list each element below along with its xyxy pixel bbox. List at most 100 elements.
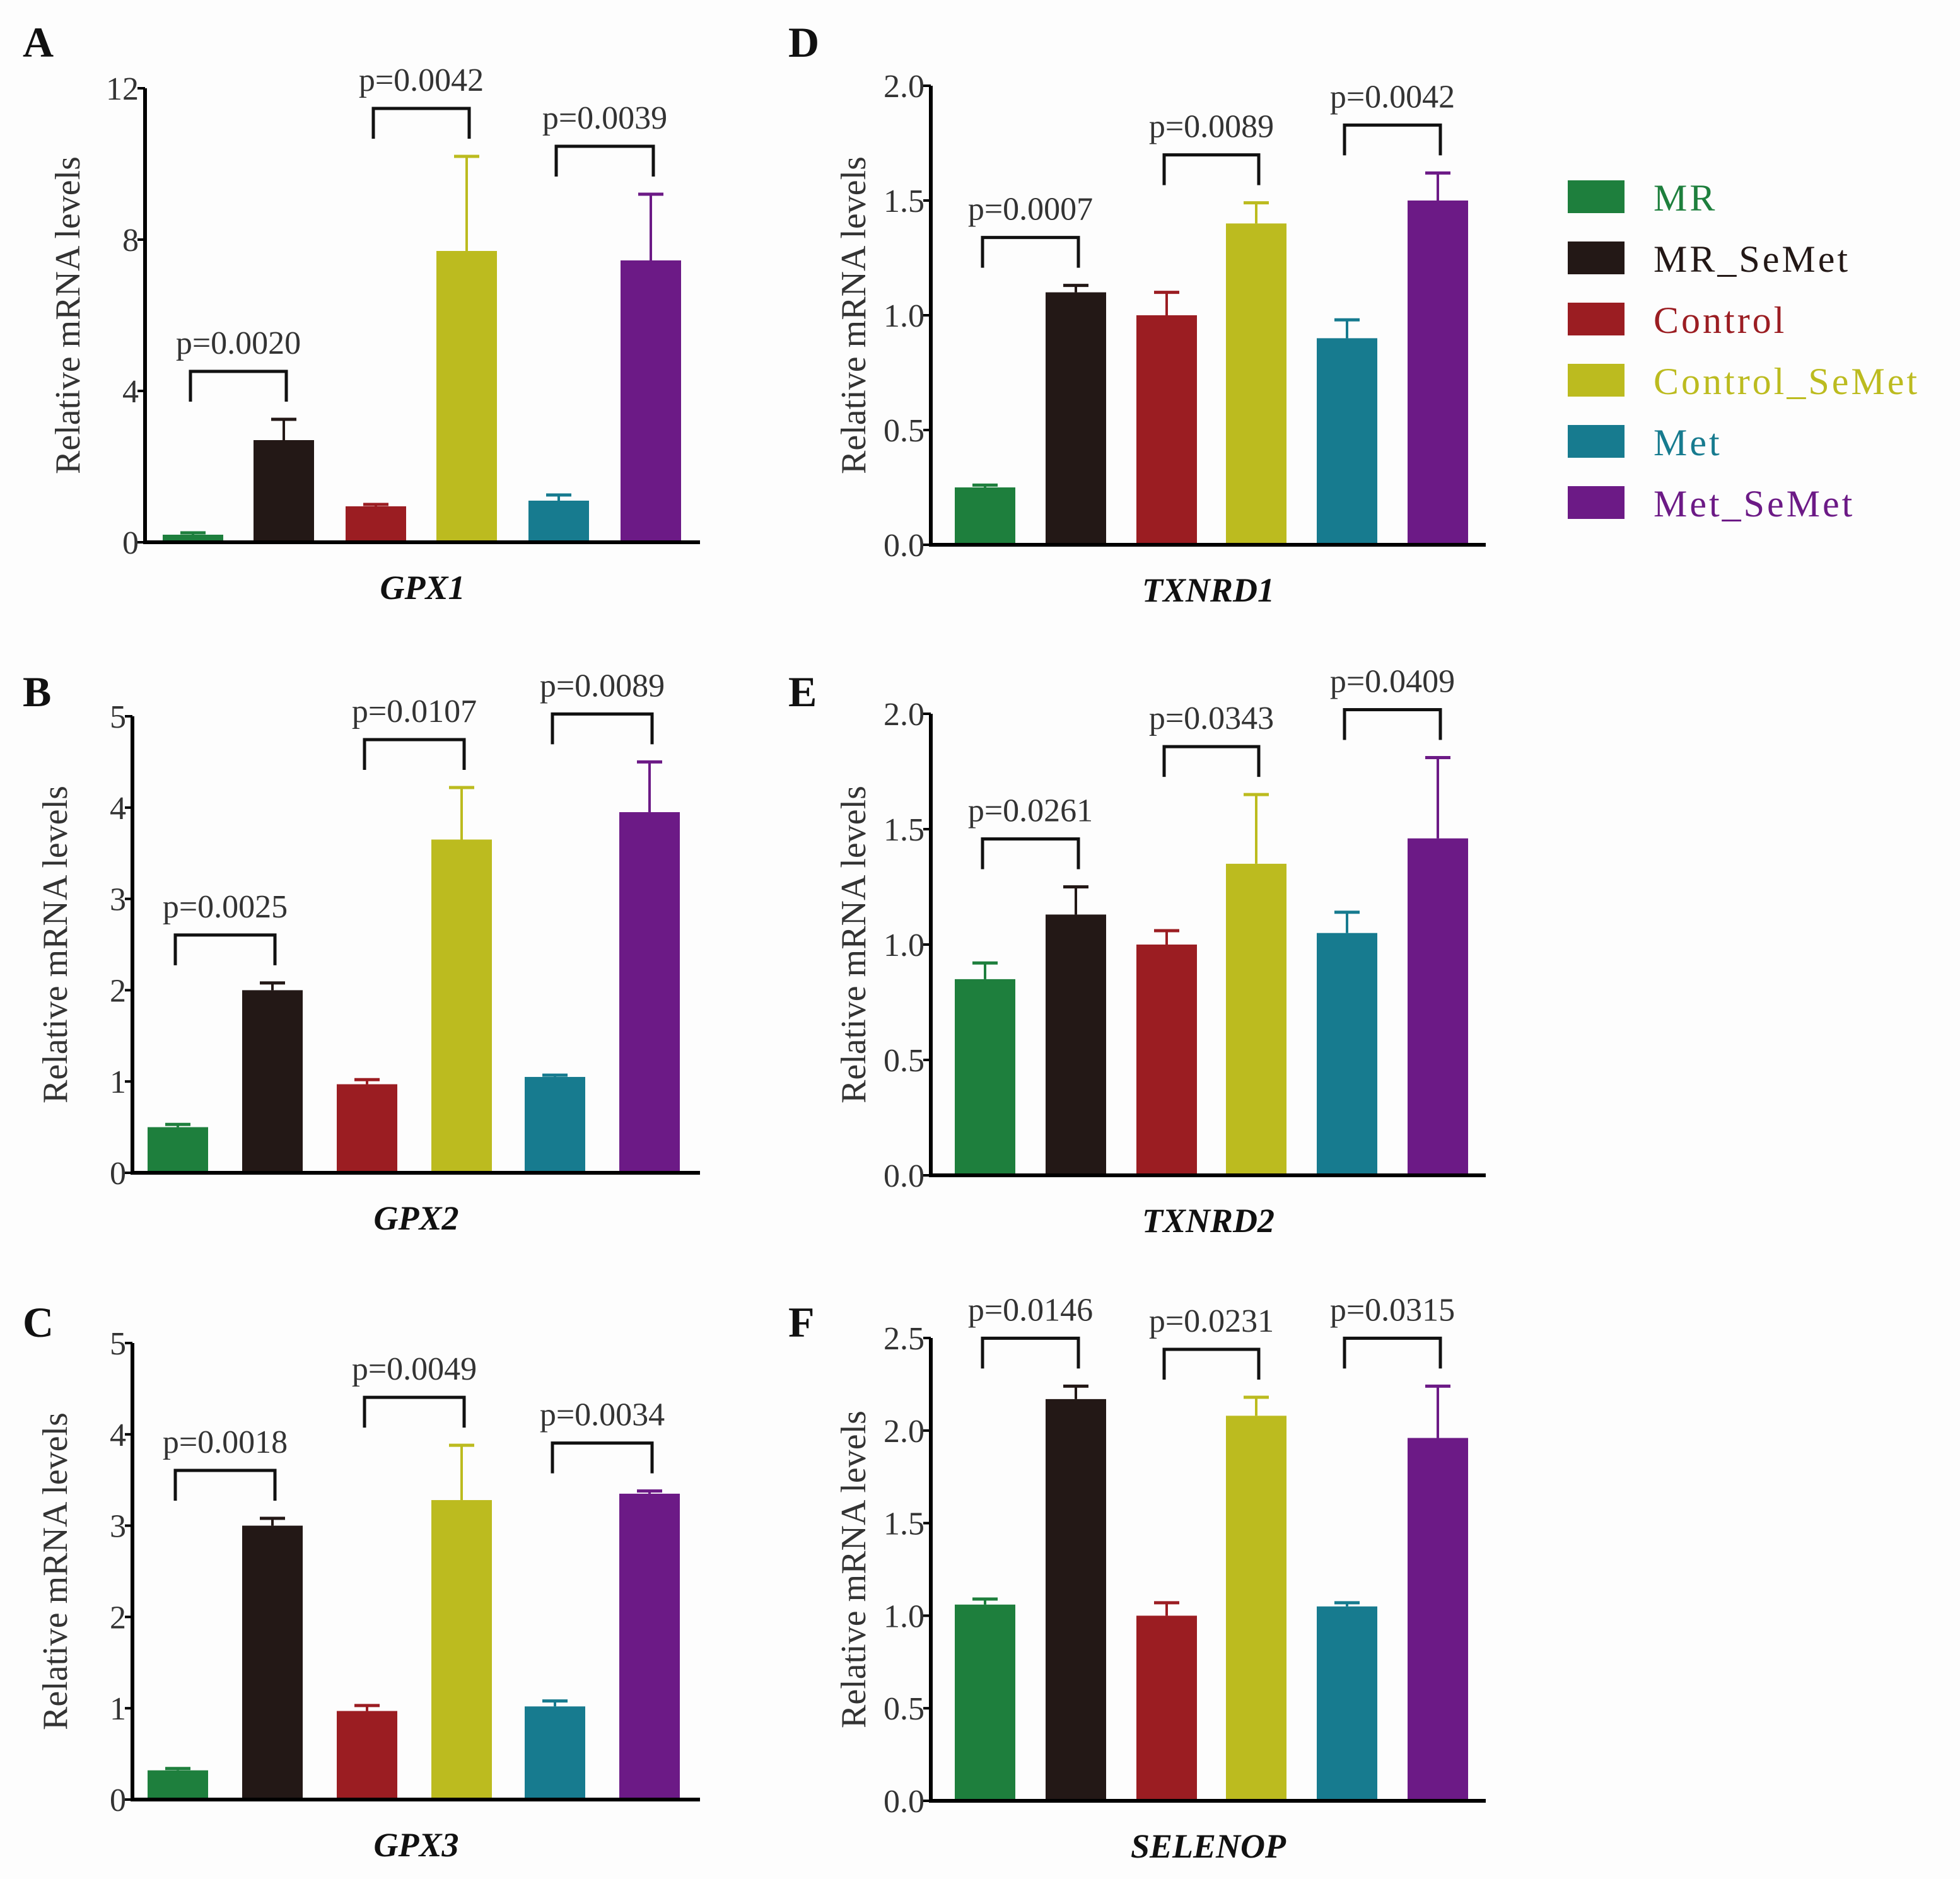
panel-d: D Relative mRNA levels TXNRD1 0.0 0.5 1.0 1.5 2… — [788, 18, 1486, 609]
bar-control — [1136, 315, 1197, 545]
y-tick-label: 1.0 — [884, 1598, 925, 1634]
significance-bracket — [371, 107, 471, 139]
bar-met — [1317, 933, 1377, 1175]
bar-met-semet — [1408, 201, 1468, 545]
bar-met-semet — [1408, 838, 1468, 1175]
y-axis-label: Relative mRNA levels — [36, 1412, 75, 1730]
y-tick-label: 5 — [110, 699, 126, 735]
significance-bracket — [1162, 153, 1261, 185]
legend-swatch — [1568, 486, 1625, 519]
significance-bracket — [981, 837, 1080, 870]
bar-mr-semet — [254, 440, 314, 542]
panel-f: F Relative mRNA levels SELENOP 0.0 0.5 1.0 1.5… — [788, 1292, 1486, 1865]
x-axis-label: GPX2 — [374, 1199, 459, 1237]
bar-control — [346, 506, 406, 542]
legend-label: Met_SeMet — [1654, 483, 1855, 525]
x-axis-label: GPX1 — [380, 569, 465, 607]
bar-mr — [955, 979, 1015, 1175]
y-tick-label: 0.0 — [884, 528, 925, 564]
y-tick-label: 12 — [106, 71, 139, 107]
bar-control — [337, 1084, 397, 1173]
bar-control-semet — [1226, 1416, 1286, 1801]
y-tick-label: 1.5 — [884, 812, 925, 848]
p-value-label: p=0.0020 — [176, 325, 301, 361]
bar-mr-semet — [1046, 292, 1106, 545]
y-tick-label: 3 — [110, 1509, 126, 1545]
significance-bracket — [363, 1395, 466, 1428]
p-value-label: p=0.0025 — [163, 889, 288, 925]
bar-met — [528, 501, 589, 542]
y-tick-label: 0 — [110, 1156, 126, 1192]
y-tick-label: 1 — [110, 1064, 126, 1100]
bar-control — [1136, 945, 1197, 1175]
bar-control — [1136, 1615, 1197, 1801]
p-value-label: p=0.0049 — [352, 1351, 477, 1387]
y-tick-label: 2 — [110, 1600, 126, 1636]
legend-swatch — [1568, 364, 1625, 397]
legend-label: MR_SeMet — [1654, 238, 1850, 280]
p-value-label: p=0.0042 — [1330, 79, 1455, 115]
bar-mr — [955, 1604, 1015, 1801]
bar-met-semet — [619, 812, 680, 1173]
p-value-label: p=0.0107 — [352, 694, 477, 730]
y-tick-label: 0.0 — [884, 1784, 925, 1820]
bar-mr — [955, 487, 1015, 545]
significance-bracket — [1343, 123, 1442, 156]
p-value-label: p=0.0343 — [1149, 701, 1274, 736]
y-tick-label: 4 — [110, 1417, 126, 1453]
p-value-label: p=0.0315 — [1330, 1292, 1455, 1328]
y-tick-label: 0.0 — [884, 1158, 925, 1194]
p-value-label: p=0.0089 — [1149, 109, 1274, 145]
significance-bracket — [1162, 745, 1261, 777]
y-tick-label: 2 — [110, 973, 126, 1009]
y-tick-label: 0.5 — [884, 1691, 925, 1727]
y-tick-label: 0 — [122, 525, 139, 561]
significance-bracket — [173, 1469, 277, 1501]
significance-bracket — [1343, 708, 1442, 740]
bar-mr-semet — [242, 990, 303, 1173]
bar-control — [337, 1711, 397, 1800]
bar-control-semet — [1226, 223, 1286, 545]
significance-bracket — [363, 738, 466, 770]
significance-bracket — [551, 1441, 654, 1474]
panel-letter: F — [788, 1298, 815, 1346]
legend-swatch — [1568, 425, 1625, 458]
x-axis-label: TXNRD1 — [1142, 571, 1275, 609]
panel-letter: B — [23, 668, 51, 716]
p-value-label: p=0.0231 — [1149, 1303, 1274, 1339]
significance-bracket — [189, 369, 288, 402]
p-value-label: p=0.0039 — [542, 100, 667, 136]
significance-bracket — [554, 144, 655, 177]
legend-label: Control_SeMet — [1654, 361, 1920, 402]
y-axis-label: Relative mRNA levels — [49, 156, 88, 474]
bar-mr — [148, 1127, 208, 1173]
y-tick-label: 0 — [110, 1783, 126, 1818]
p-value-label: p=0.0089 — [540, 668, 665, 704]
y-tick-label: 0.5 — [884, 1043, 925, 1079]
y-tick-label: 4 — [110, 791, 126, 827]
panel-b: B Relative mRNA levels GPX2 0 1 2 3 4 5 p=0.0025 p… — [23, 668, 700, 1237]
y-tick-label: 2.0 — [884, 1414, 925, 1450]
y-tick-label: 8 — [122, 223, 139, 259]
significance-bracket — [551, 712, 654, 745]
bar-met — [1317, 338, 1377, 545]
significance-bracket — [173, 933, 277, 965]
p-value-label: p=0.0409 — [1330, 664, 1455, 700]
bar-mr-semet — [1046, 1399, 1106, 1801]
bar-met — [525, 1076, 585, 1173]
x-axis-label: TXNRD2 — [1142, 1202, 1275, 1240]
p-value-label: p=0.0018 — [163, 1424, 288, 1460]
bar-met-semet — [1408, 1438, 1468, 1801]
panel-letter: A — [23, 18, 54, 66]
panel-c: C Relative mRNA levels GPX3 0 1 2 3 4 5 p=0.0018 p… — [23, 1298, 700, 1864]
y-tick-label: 1.0 — [884, 928, 925, 963]
y-axis-label: Relative mRNA levels — [36, 786, 75, 1103]
y-tick-label: 3 — [110, 882, 126, 918]
p-value-label: p=0.0034 — [540, 1397, 665, 1433]
panel-letter: E — [788, 668, 817, 716]
y-tick-label: 1.0 — [884, 298, 925, 334]
y-tick-label: 5 — [110, 1326, 126, 1362]
y-tick-label: 1 — [110, 1691, 126, 1727]
legend: MR MR_SeMet Control Control_SeMet Met Met_SeM… — [1568, 177, 1920, 525]
